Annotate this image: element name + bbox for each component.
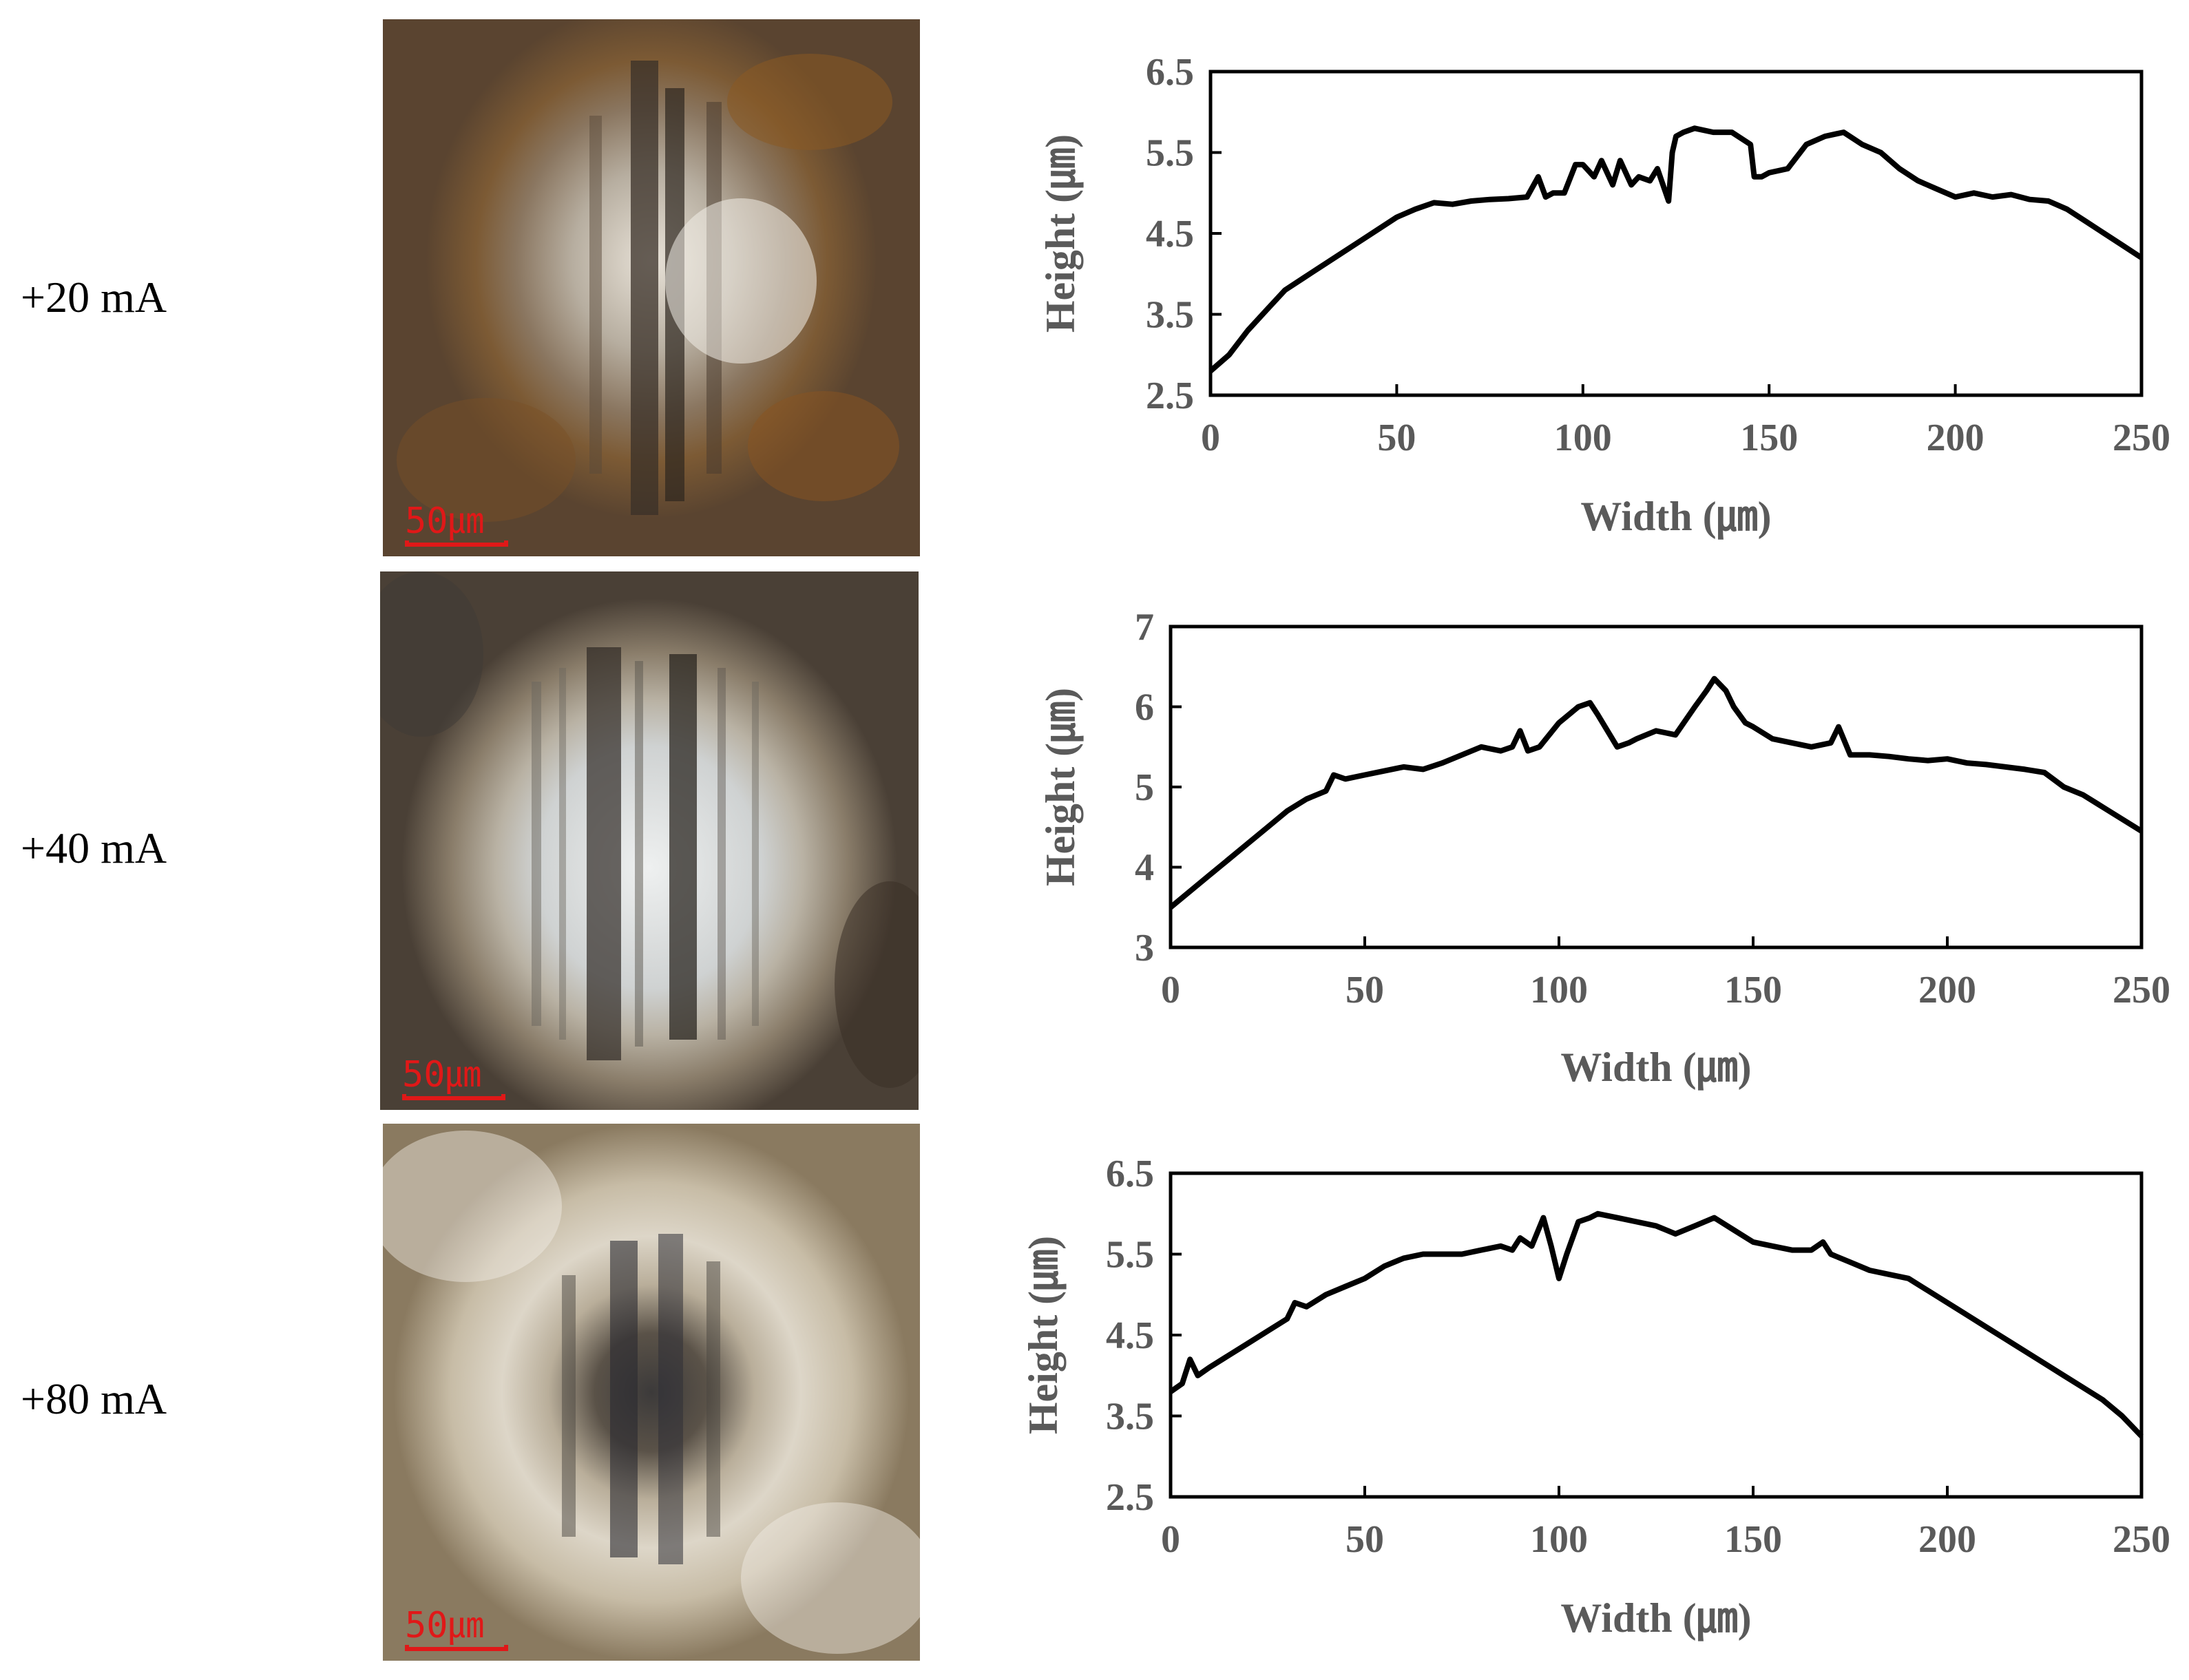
- y-tick-label: 3: [1135, 927, 1154, 969]
- series-line-40ma: [1169, 675, 2144, 910]
- height-profile-chart-40ma: 3 4 5 6 7 0 50 100 150 200 250 Width (㎛) Height (㎛…: [1038, 606, 2170, 1091]
- x-tick-label: 250: [2113, 969, 2170, 1011]
- y-tick-label: 3.5: [1146, 294, 1194, 337]
- x-tick-label: 50: [1345, 969, 1384, 1011]
- scale-label-20ma: 50㎛: [405, 501, 484, 542]
- height-profile-chart-20ma: 2.5 3.5 4.5 5.5 6.5 0 50 100 150 200 250 Width (㎛)…: [1038, 51, 2170, 540]
- micrograph-20ma-texture: [397, 54, 899, 522]
- row-label-40ma: +40 mA: [21, 823, 167, 872]
- x-tick-label: 250: [2113, 417, 2170, 459]
- y-tick-label: 2.5: [1106, 1476, 1154, 1519]
- height-profile-chart-80ma: 2.5 3.5 4.5 5.5 6.5 0 50 100 150 200 250 Width (㎛)…: [1020, 1153, 2170, 1641]
- x-axis-title: Width (㎛): [1580, 494, 1771, 540]
- x-tick-label: 150: [1740, 417, 1798, 459]
- x-tick-label: 0: [1201, 417, 1220, 459]
- y-axis-title: Height (㎛): [1020, 1236, 1067, 1434]
- y-axis-title: Height (㎛): [1038, 134, 1084, 333]
- scale-bracket-80ma: [405, 1645, 508, 1651]
- x-tick-label: 100: [1554, 417, 1612, 459]
- scale-bar-80ma: 50㎛: [405, 1608, 508, 1651]
- y-tick-label: 4.5: [1106, 1314, 1154, 1357]
- y-tick-label: 3.5: [1106, 1396, 1154, 1438]
- y-tick-label: 5.5: [1146, 132, 1194, 175]
- micrograph-40ma: 50㎛: [380, 571, 919, 1110]
- y-tick-label: 4: [1135, 847, 1154, 890]
- scale-bracket-40ma: [402, 1094, 505, 1100]
- x-axis-title: Width (㎛): [1560, 1595, 1751, 1641]
- micrograph-20ma: 50㎛: [383, 19, 920, 556]
- x-tick-label: 0: [1161, 969, 1180, 1011]
- scale-label-40ma: 50㎛: [402, 1054, 481, 1095]
- y-tick-label: 6.5: [1106, 1153, 1154, 1195]
- micrograph-80ma: 50㎛: [383, 1124, 920, 1661]
- plot-frame: [1208, 70, 2144, 397]
- y-tick-label: 2.5: [1146, 375, 1194, 417]
- x-tick-label: 0: [1161, 1518, 1180, 1561]
- x-tick-label: 100: [1530, 1518, 1588, 1561]
- micrograph-40ma-texture: [380, 571, 919, 1088]
- series-line-80ma: [1169, 1210, 2144, 1438]
- plot-frame: [1169, 624, 2144, 949]
- y-tick-label: 5: [1135, 766, 1154, 809]
- series-line-20ma: [1208, 125, 2144, 373]
- x-tick-label: 150: [1724, 969, 1782, 1011]
- scale-bar-20ma: 50㎛: [405, 503, 508, 547]
- x-tick-label: 250: [2113, 1518, 2170, 1561]
- x-tick-label: 50: [1345, 1518, 1384, 1561]
- scale-bracket-20ma: [405, 540, 508, 547]
- scale-label-80ma: 50㎛: [405, 1605, 484, 1646]
- y-tick-label: 4.5: [1146, 213, 1194, 255]
- micrograph-80ma-texture: [383, 1131, 920, 1654]
- x-tick-label: 150: [1724, 1518, 1782, 1561]
- row-label-80ma: +80 mA: [21, 1374, 167, 1423]
- x-tick-label: 200: [1918, 969, 1976, 1011]
- x-tick-label: 50: [1377, 417, 1416, 459]
- x-tick-label: 100: [1530, 969, 1588, 1011]
- x-tick-label: 200: [1918, 1518, 1976, 1561]
- scale-bar-40ma: 50㎛: [402, 1057, 505, 1100]
- y-tick-label: 6: [1135, 686, 1154, 729]
- x-axis-title: Width (㎛): [1560, 1044, 1751, 1091]
- row-label-20ma: +20 mA: [21, 273, 167, 322]
- y-tick-label: 7: [1135, 606, 1154, 649]
- y-tick-label: 6.5: [1146, 51, 1194, 94]
- y-axis-title: Height (㎛): [1038, 688, 1084, 886]
- y-tick-label: 5.5: [1106, 1234, 1154, 1277]
- x-tick-label: 200: [1927, 417, 1984, 459]
